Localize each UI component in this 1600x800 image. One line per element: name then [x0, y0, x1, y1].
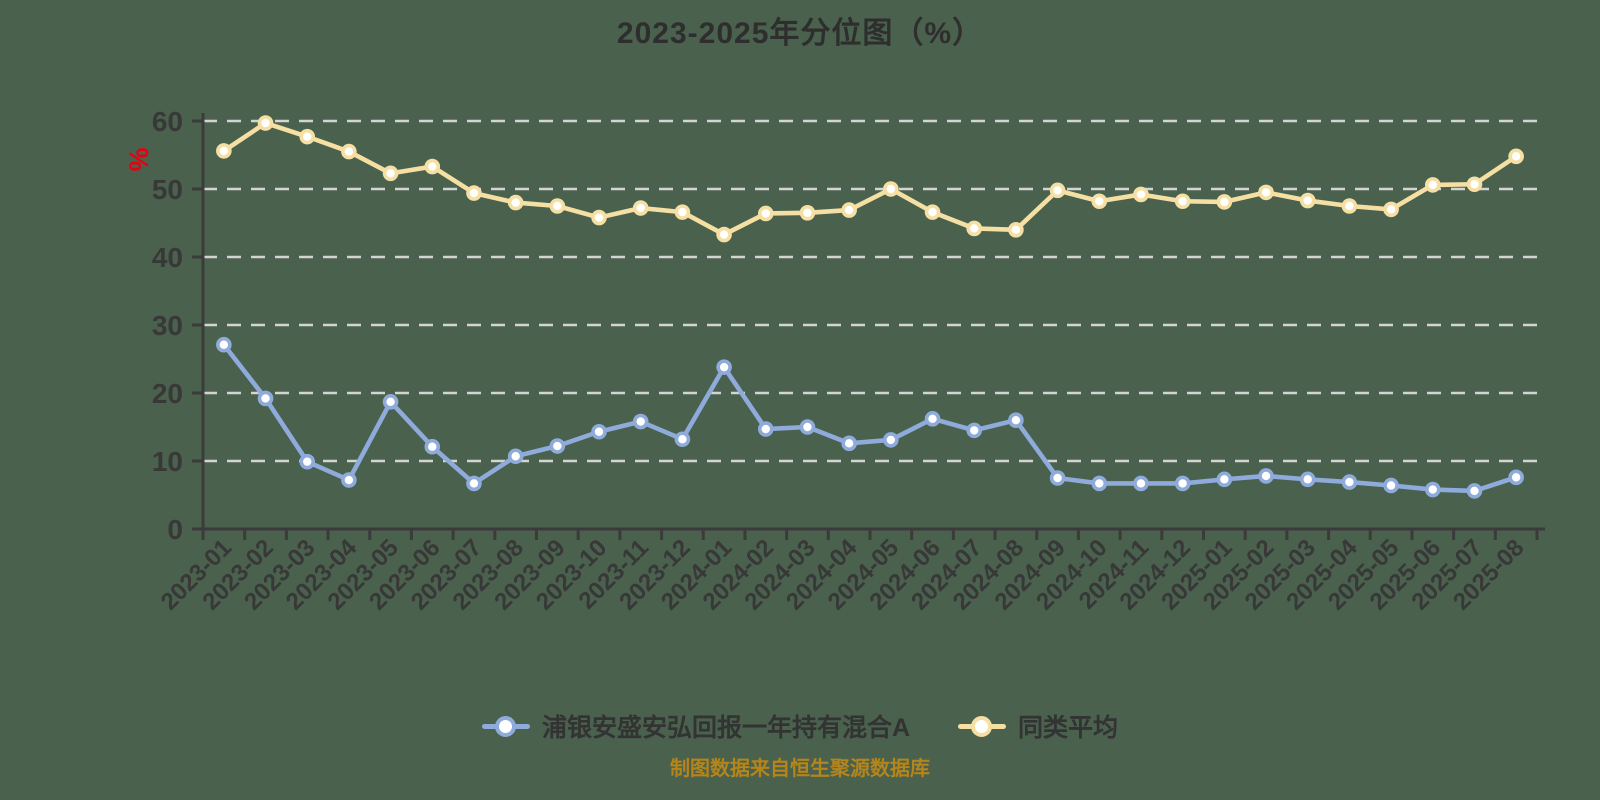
average-line-marker-icon	[958, 716, 1007, 737]
data-point-0-2023-07	[466, 475, 482, 492]
data-point-1-2023-03	[299, 128, 316, 145]
data-point-0-2025-07	[1466, 483, 1483, 499]
data-point-1-2025-02	[1258, 184, 1274, 201]
data-point-1-2024-04	[841, 202, 857, 218]
data-point-0-2024-11	[1133, 475, 1149, 492]
data-point-0-2025-04	[1341, 474, 1358, 490]
data-point-0-2025-03	[1299, 471, 1316, 488]
fund-line-marker-icon	[481, 716, 530, 737]
data-point-1-2023-02	[257, 115, 274, 131]
data-point-0-2025-06	[1424, 481, 1441, 498]
data-point-0-2024-08	[1008, 412, 1024, 429]
legend-item-fund[interactable]: 浦银安盛安弘回报一年持有混合A	[481, 708, 911, 744]
legend: 浦银安盛安弘回报一年持有混合A 同类平均	[0, 708, 1600, 744]
data-point-0-2025-01	[1216, 471, 1233, 488]
data-point-1-2025-06	[1424, 177, 1441, 193]
data-point-1-2024-03	[799, 205, 816, 221]
data-point-1-2023-08	[507, 194, 524, 211]
data-point-0-2023-03	[299, 453, 316, 470]
data-point-1-2024-07	[966, 220, 983, 237]
data-point-1-2023-05	[382, 165, 399, 182]
average-legend-dot	[971, 716, 993, 737]
data-point-0-2023-08	[507, 448, 524, 465]
data-point-1-2023-07	[466, 185, 482, 201]
data-point-1-2023-01	[216, 143, 232, 159]
data-point-0-2023-06	[424, 438, 441, 455]
data-point-1-2024-02	[757, 205, 774, 222]
data-point-1-2024-08	[1008, 222, 1024, 238]
data-point-0-2023-01	[216, 336, 232, 353]
data-point-1-2025-08	[1508, 148, 1524, 165]
data-point-0-2024-04	[841, 435, 857, 452]
data-point-0-2025-02	[1258, 468, 1274, 484]
data-point-1-2023-10	[591, 209, 607, 226]
data-point-1-2024-09	[1049, 182, 1066, 199]
data-point-1-2025-05	[1383, 201, 1399, 218]
data-point-0-2023-09	[549, 438, 566, 454]
data-point-0-2024-07	[966, 422, 983, 439]
data-point-0-2024-06	[924, 411, 941, 427]
y-axis-label-30: 30	[152, 310, 183, 341]
data-point-0-2024-01	[716, 359, 732, 375]
y-axis-label-60: 60	[152, 106, 183, 137]
data-point-1-2024-01	[716, 226, 732, 243]
data-point-1-2023-11	[632, 200, 649, 216]
data-point-0-2024-05	[883, 432, 899, 448]
data-point-0-2023-04	[341, 472, 357, 488]
data-point-0-2024-02	[757, 421, 774, 437]
percentile-line-chart: 01020304050602023-012023-022023-032023-0…	[152, 106, 1545, 616]
data-point-0-2024-09	[1049, 470, 1066, 486]
data-point-0-2024-12	[1174, 475, 1191, 492]
legend-label-fund: 浦银安盛安弘回报一年持有混合A	[541, 714, 911, 742]
data-point-1-2024-10	[1091, 193, 1108, 210]
data-point-0-2024-10	[1091, 475, 1108, 492]
y-axis-label-0: 0	[167, 514, 183, 545]
data-point-0-2024-03	[799, 419, 816, 435]
data-point-1-2024-05	[883, 181, 899, 197]
y-axis-label-10: 10	[152, 446, 183, 477]
data-source-note: 制图数据来自恒生聚源数据库	[670, 758, 930, 780]
legend-item-average[interactable]: 同类平均	[958, 708, 1118, 744]
y-axis-label-40: 40	[152, 242, 183, 273]
data-point-1-2025-03	[1299, 192, 1316, 209]
data-point-1-2024-06	[924, 204, 941, 220]
data-point-0-2025-05	[1383, 477, 1399, 494]
data-point-1-2023-09	[549, 198, 566, 214]
series-line-1	[221, 120, 1519, 237]
data-point-0-2023-11	[632, 413, 649, 430]
chart-title: 2023-2025年分位图（%）	[616, 17, 984, 50]
data-point-0-2023-02	[257, 390, 274, 407]
data-point-1-2025-07	[1466, 176, 1483, 193]
data-point-1-2023-04	[341, 143, 357, 160]
data-point-1-2025-04	[1341, 198, 1358, 214]
data-point-0-2023-05	[382, 394, 399, 410]
fund-legend-dot	[494, 716, 516, 737]
data-point-1-2023-06	[424, 158, 441, 175]
data-point-1-2024-12	[1174, 193, 1191, 210]
data-point-1-2025-01	[1216, 194, 1233, 210]
data-point-0-2025-08	[1508, 469, 1524, 486]
y-axis-label-20: 20	[152, 378, 183, 409]
data-point-1-2024-11	[1133, 186, 1149, 203]
data-point-0-2023-12	[674, 431, 691, 448]
data-point-1-2023-12	[674, 204, 691, 220]
series-line-0	[221, 342, 1519, 494]
legend-label-average: 同类平均	[1018, 714, 1119, 742]
y-axis-label-50: 50	[152, 174, 183, 205]
data-point-0-2023-10	[591, 423, 607, 440]
